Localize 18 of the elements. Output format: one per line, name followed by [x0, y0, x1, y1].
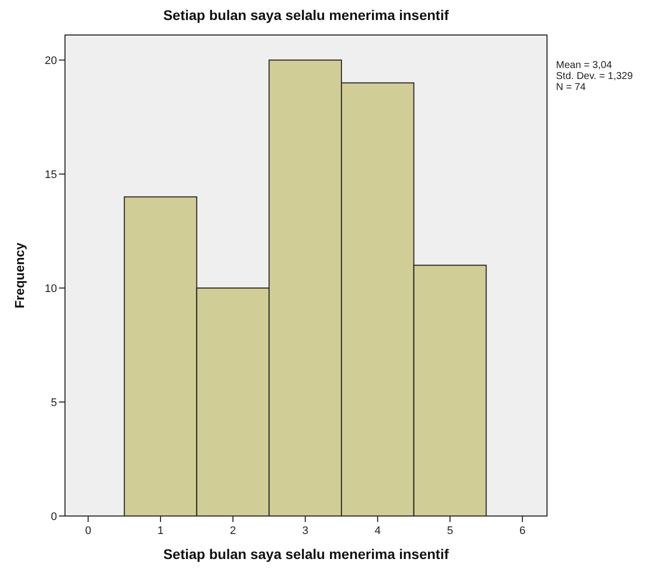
y-axis-title: Frequency: [12, 242, 27, 308]
y-tick-label: 20: [44, 54, 57, 67]
chart-title: Setiap bulan saya selalu menerima insentif: [163, 7, 450, 23]
y-tick-label: 0: [50, 510, 57, 523]
x-tick-label: 1: [157, 525, 164, 537]
x-tick-label: 5: [446, 525, 454, 537]
x-tick-label: 0: [85, 525, 92, 537]
y-tick-label: 5: [50, 396, 57, 409]
x-tick-label: 4: [374, 525, 381, 537]
x-tick-label: 2: [230, 525, 236, 537]
text: N = 74: [556, 82, 586, 93]
y-tick-label: 15: [44, 168, 57, 181]
x-tick-label: 3: [302, 525, 308, 537]
x-axis-title: Setiap bulan saya selalu menerima insentif: [163, 546, 450, 562]
text: Mean = 3,04: [556, 60, 612, 71]
text: Std. Dev. = 1,329: [556, 71, 634, 82]
y-tick-label: 10: [44, 282, 57, 295]
x-tick-label: 6: [519, 525, 526, 537]
